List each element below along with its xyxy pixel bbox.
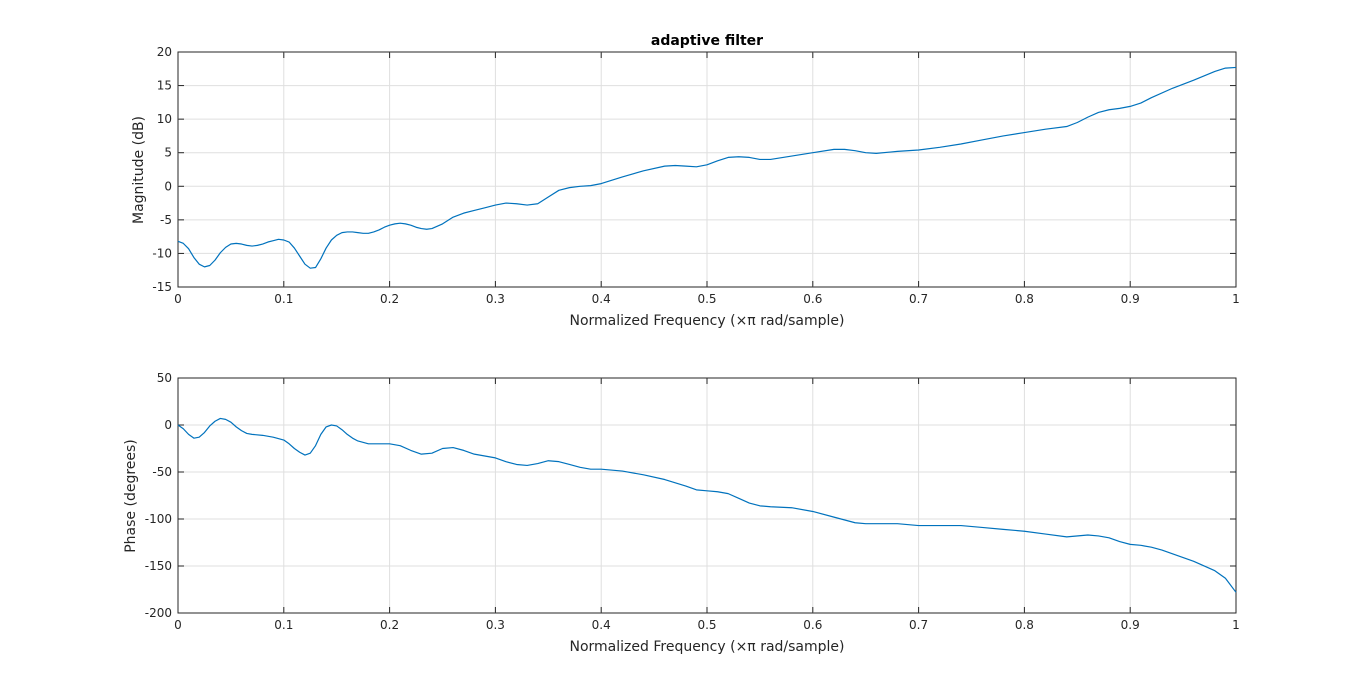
magnitude-axes: 0 0.1 0.2 0.3 0.4 0.5 0.6 0.7 0.8 0.9 1 -15 -10 -5 0 5 1… [131,33,1240,329]
mag-x-tick-label: 0.5 [697,292,716,306]
ph-y-tick-label: -150 [145,559,172,573]
ph-y-tick-label: -100 [145,512,172,526]
mag-y-tick-label: 10 [157,112,172,126]
ph-x-tick-label: 0 [174,618,182,632]
magnitude-grid [178,52,1236,287]
mag-x-tick-label: 0.2 [380,292,399,306]
ph-x-tick-label: 0.3 [486,618,505,632]
mag-y-tick-label: -15 [152,280,172,294]
mag-x-tick-label: 0.7 [909,292,928,306]
ph-x-tick-label: 0.1 [274,618,293,632]
phase-ticks: 0 0.1 0.2 0.3 0.4 0.5 0.6 0.7 0.8 0.9 1 -200 -150 -10… [145,371,1240,632]
mag-x-tick-label: 0.4 [592,292,611,306]
phase-grid [178,378,1236,613]
mag-x-tick-label: 1 [1232,292,1240,306]
magnitude-y-axis-label: Magnitude (dB) [131,116,147,224]
mag-y-tick-label: -10 [152,246,172,260]
phase-y-axis-label: Phase (degrees) [123,439,139,553]
magnitude-ticks: 0 0.1 0.2 0.3 0.4 0.5 0.6 0.7 0.8 0.9 1 -15 -10 -5 0 5 1… [152,45,1239,306]
ph-x-tick-label: 0.2 [380,618,399,632]
ph-y-tick-label: -200 [145,606,172,620]
ph-x-tick-label: 0.7 [909,618,928,632]
ph-x-tick-label: 0.9 [1121,618,1140,632]
magnitude-series [177,66,1237,269]
mag-x-tick-label: 0.1 [274,292,293,306]
ph-x-tick-label: 0.5 [697,618,716,632]
phase-axes: 0 0.1 0.2 0.3 0.4 0.5 0.6 0.7 0.8 0.9 1 -200 -150 -10… [123,371,1240,655]
ph-x-tick-label: 1 [1232,618,1240,632]
ph-x-tick-label: 0.6 [803,618,822,632]
chart-title: adaptive filter [651,33,763,49]
ph-series-line [177,417,1237,593]
ph-y-tick-label: 0 [164,418,172,432]
mag-y-tick-label: 15 [157,79,172,93]
mag-x-tick-label: 0.9 [1121,292,1140,306]
mag-series-line [177,66,1237,269]
ph-x-tick-label: 0.8 [1015,618,1034,632]
mag-y-tick-label: 0 [164,179,172,193]
magnitude-x-axis-label: Normalized Frequency (×π rad/sample) [570,313,845,329]
ph-x-tick-label: 0.4 [592,618,611,632]
ph-y-tick-label: -50 [152,465,172,479]
mag-y-tick-label: 20 [157,45,172,59]
mag-x-tick-label: 0.3 [486,292,505,306]
mag-x-tick-label: 0 [174,292,182,306]
phase-series [177,417,1237,593]
mag-x-tick-label: 0.6 [803,292,822,306]
phase-x-axis-label: Normalized Frequency (×π rad/sample) [570,639,845,655]
ph-y-tick-label: 50 [157,371,172,385]
mag-x-tick-label: 0.8 [1015,292,1034,306]
mag-y-tick-label: -5 [160,213,172,227]
mag-y-tick-label: 5 [164,146,172,160]
